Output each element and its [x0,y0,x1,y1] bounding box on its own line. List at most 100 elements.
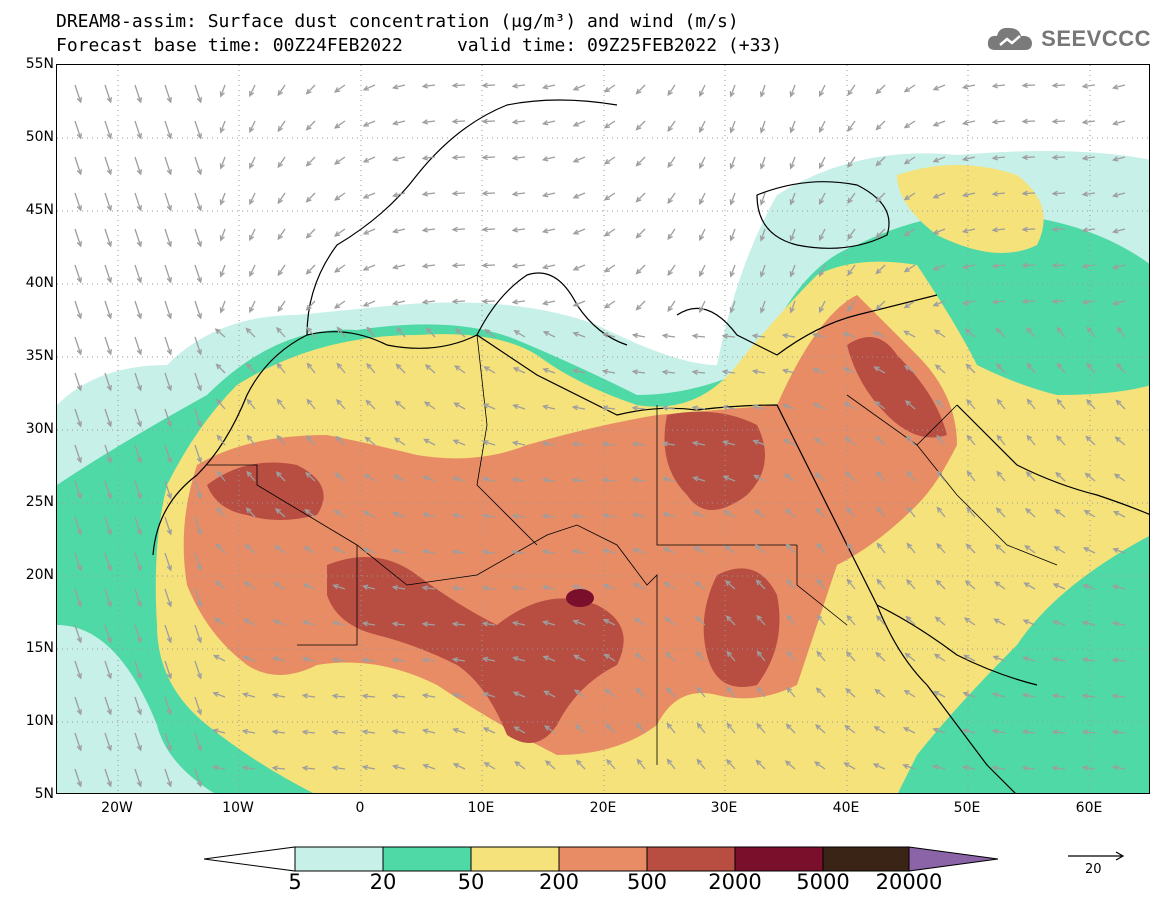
wind-arrow [393,694,406,698]
wind-arrow-head [699,198,705,206]
wind-arrow-head [481,476,489,483]
wind-arrow-head [542,331,550,337]
wind-arrow [1113,264,1126,269]
wind-arrow-head [992,655,999,661]
wind-arrow-head [1086,398,1092,405]
wind-arrow [847,84,856,96]
wind-arrow-head [818,198,824,206]
wind-arrow [543,442,556,446]
wind-arrow [246,363,256,374]
wind-arrow [1026,435,1036,446]
wind-arrow-head [76,349,82,356]
wind-arrow-head [541,549,549,555]
wind-arrow [844,762,856,770]
wind-arrow-head [691,333,698,339]
wind-arrow-head [277,125,283,133]
wind-arrow [104,696,112,715]
wind-arrow-head [245,327,252,334]
wind-arrow [1083,547,1096,554]
wind-arrow-head [76,745,82,752]
wind-arrow [905,653,916,662]
wind-arrow-head [1111,584,1119,590]
wind-arrow [513,586,526,590]
wind-arrow-head [422,763,429,769]
wind-arrow [1112,695,1126,698]
wind-arrow [134,480,142,499]
wind-arrow-head [451,512,459,519]
wind-arrow-head [166,313,172,320]
wind-arrow-head [166,457,172,464]
wind-arrow-head [1026,362,1033,369]
wind-arrow-head [541,264,549,270]
wind-arrow [903,727,916,734]
wind-arrow [933,728,946,734]
wind-arrow [164,192,172,211]
wind-arrow [933,120,946,127]
seevccc-logo: SEEVCCC [985,24,1151,54]
wind-arrow [393,549,406,554]
wind-arrow [164,300,172,319]
wind-arrow-head [272,656,279,662]
wind-arrow-head [847,233,853,241]
wind-arrow [454,365,466,374]
wind-arrow [575,724,586,734]
wind-arrow-head [364,436,371,443]
wind-arrow-head [391,657,398,663]
wind-arrow-head [602,583,609,589]
wind-arrow-head [1051,729,1058,735]
wind-arrow [756,687,766,698]
wind-arrow-head [542,655,549,661]
wind-arrow [1052,731,1066,734]
wind-arrow [453,658,466,662]
wind-arrow-head [541,584,549,591]
wind-arrow-head [661,476,669,483]
wind-arrow [74,516,82,535]
wind-arrow [543,300,556,305]
wind-arrow-head [136,169,142,176]
wind-arrow-head [511,191,519,197]
wind-arrow-head [875,232,882,239]
wind-arrow-head [136,493,142,500]
wind-arrow-head [421,83,429,89]
wind-arrow-head [1085,435,1092,442]
wind-arrow [134,660,142,679]
wind-arrow-head [965,543,972,550]
wind-arrow [786,579,796,590]
wind-arrow-head [571,477,578,483]
wind-arrow-head [1056,398,1063,405]
wind-arrow [453,623,466,626]
wind-arrow-head [166,97,172,104]
wind-arrow [1025,508,1036,518]
wind-arrow-head [995,327,1002,334]
wind-arrow-head [76,493,82,500]
wind-arrow [365,400,376,410]
wind-arrow-head [725,615,732,622]
wind-arrow-head [512,403,519,410]
wind-arrow-head [759,271,766,278]
wind-arrow-head [333,267,341,273]
wind-arrow-head [541,156,549,162]
wind-arrow [966,507,976,518]
wind-arrow [513,120,526,123]
wind-arrow-head [362,85,370,91]
wind-arrow-head [421,693,429,699]
wind-arrow-head [1055,434,1062,442]
wind-arrow [1052,156,1066,159]
wind-arrow [760,120,766,133]
wind-arrow [1113,766,1126,770]
wind-arrow-head [76,313,82,320]
wind-arrow-head [726,722,733,729]
wind-arrow [74,660,82,679]
wind-arrow [785,760,796,770]
wind-arrow-head [789,307,795,314]
wind-arrow [786,687,796,698]
wind-arrow-head [961,764,969,771]
wind-arrow-head [302,583,310,589]
wind-arrow-head [305,88,312,95]
wind-arrow-head [166,637,172,644]
wind-arrow [992,228,1006,231]
wind-arrow [633,443,646,446]
wind-arrow [963,120,976,125]
wind-arrow [604,264,616,273]
wind-arrow-head [635,687,642,694]
